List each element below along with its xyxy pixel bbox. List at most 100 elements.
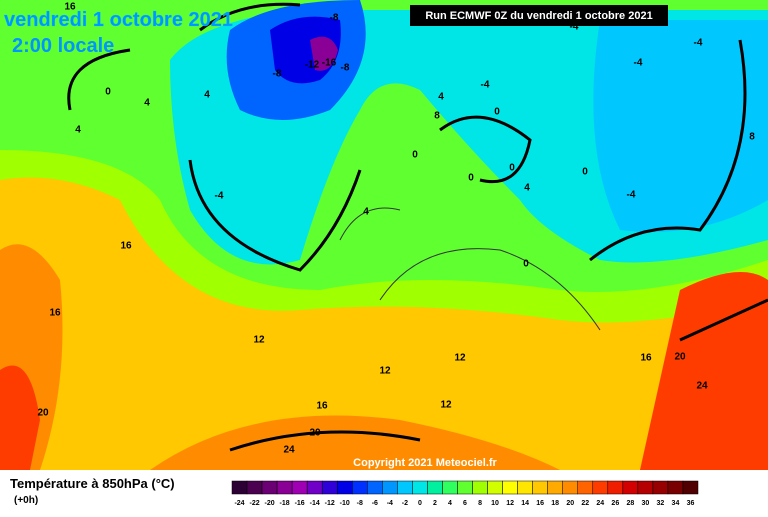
colorbar-swatch [682,480,699,495]
run-box [410,5,668,26]
contour-label: 12 [440,400,452,411]
contour-label: 16 [49,308,61,319]
colorbar-swatch [442,480,458,495]
colorbar-swatch [502,480,518,495]
colorbar-swatch [276,480,293,495]
contour-label: 24 [283,445,295,456]
colorbar-tick-label: -16 [295,500,305,507]
contour-label: 8 [749,132,755,143]
zone-minus16 [310,36,338,71]
contour-label: -12 [305,60,320,71]
contour-label: 12 [379,366,391,377]
coastline [339,207,601,331]
colorbar-tick-label: 26 [611,500,619,507]
colorbar-tick-label: -8 [357,500,363,507]
colorbar-tick-label: -18 [280,500,290,507]
contour-label: 20 [37,408,49,419]
contour-label: -8 [273,69,282,80]
colorbar-tick-label: 4 [448,500,452,507]
contour-label: 0 [105,87,111,98]
contour-label: 16 [316,401,328,412]
colorbar-tick-label: -24 [234,500,244,507]
contour-label: 4 [204,90,210,101]
contour-label: 12 [454,353,466,364]
colorbar-swatch [487,480,503,495]
colorbar-swatch [607,480,624,495]
contour-label: -8 [330,13,339,24]
colorbar-swatch [532,480,548,495]
contour-labels: 16 -8 -12 -16 -8 -8 0 4 4 4 -4 -4 -4 -4 … [37,2,755,456]
contour-label: 0 [494,107,500,118]
contour-label: 16 [64,2,76,13]
colorbar-swatch [562,480,578,495]
isotherm-20 [229,298,768,452]
contour-label: -16 [322,58,337,69]
colorbar-swatch [667,480,684,495]
contour-label: 24 [696,381,708,392]
colorbar-swatch [547,480,563,495]
colorbar-tick-label: -12 [325,500,335,507]
contour-label: -4 [215,191,224,202]
zone-west [0,365,40,470]
colorbar-swatch [231,480,248,495]
colorbar-tick-label: 22 [581,500,589,507]
contour-label: 0 [523,259,529,270]
colorbar-swatch [577,480,594,495]
colorbar-tick-label: 14 [521,500,529,507]
colorbar-tick-label: -14 [310,500,320,507]
colorbar-swatch [592,480,609,495]
colorbar-swatch [517,480,533,495]
colorbar-swatch [382,480,398,495]
contour-label: 0 [468,173,474,184]
colorbar-swatch [622,480,639,495]
colorbar-swatch [637,480,654,495]
colorbar-tick-label: 32 [657,500,665,507]
colorbar-swatch [472,480,488,495]
contour-label: -8 [341,63,350,74]
contour-label: 4 [144,98,150,109]
contour-label: 4 [524,183,530,194]
colorbar-tick-label: -2 [402,500,408,507]
colorbar-tick-label: -22 [249,500,259,507]
colorbar: -24 -22 -20 -18 -16 -14 -12 -10 -8 -6 -4 -2 0 2 4 6 8 10 1… [231,480,699,507]
contour-label: 4 [363,207,369,218]
contour-label: 8 [434,111,440,122]
copyright: Copyright 2021 Meteociel.fr [353,457,497,469]
contour-label: -4 [570,22,579,33]
contour-label: 0 [509,163,515,174]
colorbar-tick-label: -20 [265,500,275,507]
zone-24 [640,272,768,470]
run-label: Run ECMWF 0Z du vendredi 1 octobre 2021 [425,10,652,22]
contour-label: 20 [674,352,686,363]
colorbar-tick-label: 18 [551,500,559,507]
contour-label: 12 [253,335,265,346]
contour-label: 4 [438,92,444,103]
map [0,0,768,470]
colorbar-swatch [321,480,338,495]
colorbar-swatch [306,480,323,495]
zone-south [150,415,560,470]
zone-minus2 [593,20,768,232]
colorbar-tick-label: 24 [596,500,604,507]
colorbar-tick-label: 8 [478,500,482,507]
colorbar-swatch [427,480,443,495]
contour-label: -4 [634,58,643,69]
colorbar-swatch [367,480,383,495]
time-title: 2:00 locale [12,35,114,57]
colorbar-tick-label: -10 [340,500,350,507]
contour-label: 4 [75,125,81,136]
contour-label: 20 [309,428,321,439]
colorbar-swatch [412,480,428,495]
colorbar-tick-label: 30 [641,500,649,507]
colorbar-tick-label: 10 [491,500,499,507]
colorbar-tick-label: 12 [506,500,514,507]
colorbar-tick-label: 2 [433,500,437,507]
colorbar-swatch [652,480,669,495]
colorbar-tick-label: 36 [687,500,695,507]
colorbar-swatch [261,480,278,495]
legend-title: Température à 850hPa (°C) [10,476,175,491]
colorbar-tick-label: 20 [566,500,574,507]
colorbar-swatch [457,480,473,495]
colorbar-tick-label: 16 [536,500,544,507]
